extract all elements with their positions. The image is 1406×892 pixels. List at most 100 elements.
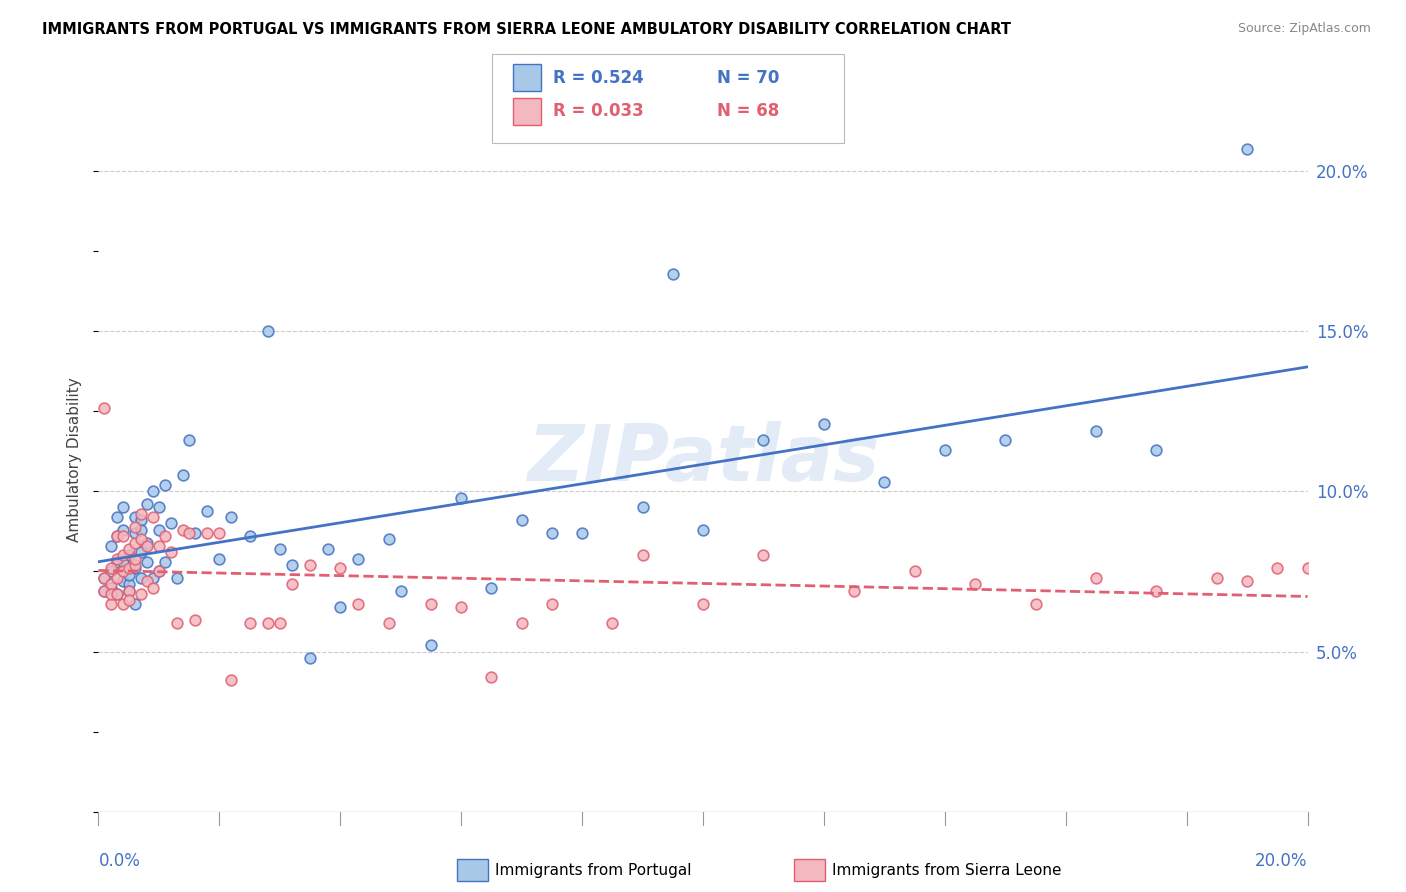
Point	[129, 545, 152, 559]
Point	[221, 510, 243, 524]
Point	[208, 551, 231, 566]
Point	[105, 555, 128, 569]
Point	[129, 513, 152, 527]
Point	[662, 267, 685, 281]
Point	[100, 565, 122, 579]
Point	[124, 551, 146, 566]
Point	[602, 615, 624, 630]
Point	[281, 577, 304, 591]
Point	[377, 533, 399, 547]
Point	[124, 510, 146, 524]
Point	[1236, 142, 1258, 156]
Point	[179, 526, 201, 541]
Point	[510, 615, 533, 630]
Point	[118, 583, 141, 598]
Point	[129, 533, 152, 547]
Point	[124, 526, 146, 541]
Point	[105, 571, 128, 585]
Text: R = 0.033: R = 0.033	[553, 103, 644, 120]
Point	[153, 529, 176, 543]
Point	[239, 615, 262, 630]
Point	[118, 577, 141, 591]
Point	[153, 478, 176, 492]
Point	[135, 497, 157, 511]
Point	[124, 519, 146, 533]
Point	[1206, 571, 1229, 585]
Point	[269, 542, 291, 557]
Point	[166, 615, 188, 630]
Point	[481, 581, 503, 595]
Point	[135, 539, 157, 553]
Text: ZIPatlas: ZIPatlas	[527, 421, 879, 498]
Point	[420, 597, 443, 611]
Point	[129, 523, 152, 537]
Text: R = 0.524: R = 0.524	[553, 69, 644, 87]
Point	[118, 549, 141, 563]
Point	[172, 523, 194, 537]
Point	[813, 417, 835, 431]
Point	[148, 523, 170, 537]
Point	[148, 565, 170, 579]
Point	[904, 565, 927, 579]
Point	[124, 558, 146, 573]
Point	[571, 526, 593, 541]
Point	[540, 526, 562, 541]
Point	[1144, 442, 1167, 457]
Point	[631, 549, 654, 563]
Point	[389, 583, 412, 598]
Point	[450, 491, 472, 505]
Point	[160, 516, 183, 531]
Point	[153, 555, 176, 569]
Point	[118, 561, 141, 575]
Point	[93, 571, 115, 585]
Point	[299, 651, 322, 665]
Point	[934, 442, 956, 457]
Text: 20.0%: 20.0%	[1256, 852, 1308, 870]
Point	[256, 615, 278, 630]
Point	[93, 401, 115, 416]
Point	[1296, 561, 1319, 575]
Point	[93, 583, 115, 598]
Point	[481, 670, 503, 684]
Point	[124, 535, 146, 549]
Point	[965, 577, 987, 591]
Point	[111, 523, 134, 537]
Point	[195, 503, 218, 517]
Point	[994, 433, 1017, 447]
Point	[111, 597, 134, 611]
Point	[100, 577, 122, 591]
Point	[93, 583, 115, 598]
Point	[124, 561, 146, 575]
Point	[1024, 597, 1046, 611]
Point	[172, 468, 194, 483]
Point	[329, 561, 352, 575]
Point	[118, 593, 141, 607]
Point	[105, 510, 128, 524]
Point	[111, 555, 134, 569]
Point	[873, 475, 896, 489]
Point	[752, 433, 775, 447]
Point	[208, 526, 231, 541]
Point	[111, 549, 134, 563]
Point	[166, 571, 188, 585]
Point	[1144, 583, 1167, 598]
Point	[118, 583, 141, 598]
Point	[111, 565, 134, 579]
Point	[118, 542, 141, 557]
Text: Source: ZipAtlas.com: Source: ZipAtlas.com	[1237, 22, 1371, 36]
Point	[142, 581, 165, 595]
Y-axis label: Ambulatory Disability: Ambulatory Disability	[67, 377, 83, 541]
Point	[184, 526, 207, 541]
Point	[142, 484, 165, 499]
Point	[1267, 561, 1289, 575]
Point	[510, 513, 533, 527]
Point	[142, 510, 165, 524]
Point	[160, 545, 183, 559]
Point	[631, 500, 654, 515]
Point	[184, 613, 207, 627]
Point	[135, 574, 157, 588]
Point	[692, 597, 714, 611]
Point	[256, 324, 278, 338]
Point	[450, 599, 472, 614]
Point	[100, 561, 122, 575]
